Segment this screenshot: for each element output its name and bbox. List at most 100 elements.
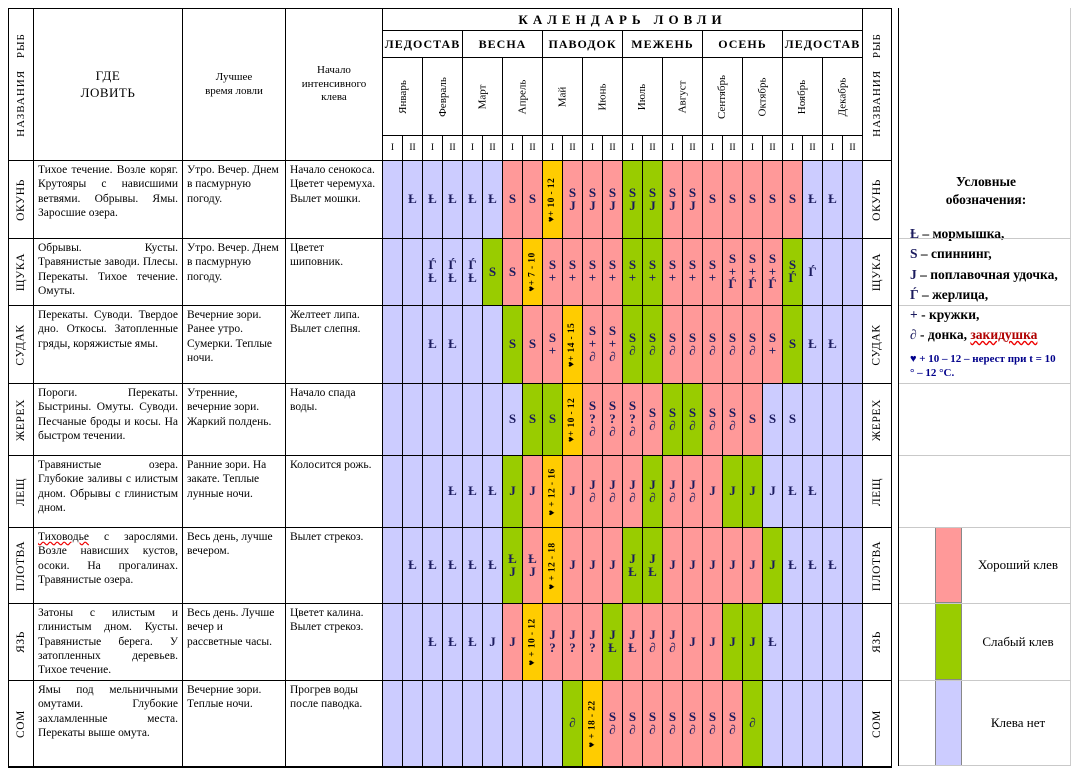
- half-4: II: [443, 136, 463, 161]
- tackle-symbol: Ѓ: [748, 276, 757, 292]
- calendar-cell: J: [663, 528, 683, 604]
- tackle-symbols: Ƚ: [448, 558, 457, 572]
- where-cell-text: Пороги. Перекаты. Быстрины. Омуты. Сувод…: [38, 387, 178, 442]
- season-5: ОСЕНЬ: [703, 31, 783, 58]
- calendar-cell: [803, 681, 823, 767]
- calendar-cell: [423, 681, 443, 767]
- fish-name-right: СУДАК: [863, 306, 891, 384]
- tackle-symbol: Ƚ: [628, 563, 637, 579]
- calendar-cell: Ƚ: [463, 161, 483, 239]
- tackle-symbol: S: [688, 184, 697, 200]
- calendar-cell: S ∂: [743, 306, 763, 384]
- calendar-cell: J ∂: [643, 604, 663, 681]
- tackle-symbol: J: [729, 557, 736, 573]
- tackle-symbols: S + ∂: [609, 325, 616, 363]
- calendar-cell: S + ∂: [603, 306, 623, 384]
- half-label: I: [550, 143, 555, 153]
- calendar-cell: S ∂: [643, 384, 663, 456]
- half-label: II: [409, 143, 416, 153]
- tackle-symbol: S: [668, 257, 677, 273]
- tackle-symbol: J: [649, 197, 656, 213]
- tackle-symbol: J: [629, 476, 636, 492]
- half-label: II: [769, 143, 776, 153]
- calendar-cell: [383, 456, 403, 528]
- legend-row-rule: [899, 305, 1071, 306]
- tackle-symbols: J: [749, 558, 756, 572]
- tackle-symbols: Ѓ: [808, 265, 816, 279]
- tackle-symbols: S ∂: [749, 331, 756, 357]
- tackle-symbol: S: [528, 336, 537, 352]
- legend-item: Ƚ – мормышка,: [910, 226, 1005, 242]
- fish-name-right: ЯЗЬ: [863, 604, 891, 681]
- tackle-symbols: S +: [609, 258, 616, 284]
- tackle-symbol: S: [768, 329, 777, 345]
- where-cell: Перекаты. Суводи. Твердое дно. Откосы. З…: [34, 306, 183, 384]
- calendar-cell: J?: [543, 604, 563, 681]
- calendar-cell: Ƚ: [803, 161, 823, 239]
- calendar-cell: S: [503, 239, 523, 306]
- calendar-cell: S +: [583, 239, 603, 306]
- calendar-cell: S + ∂: [583, 306, 603, 384]
- tackle-symbol: S: [708, 329, 717, 345]
- calendar-cell: S +: [643, 239, 663, 306]
- tackle-symbol: ?: [589, 640, 596, 655]
- tackle-symbols: J ∂: [589, 478, 596, 504]
- tackle-symbol: Ƚ: [488, 483, 497, 499]
- calendar-cell: [423, 456, 443, 528]
- tackle-symbol: J: [489, 633, 496, 649]
- tackle-symbols: J: [769, 484, 776, 498]
- tackle-symbols: Ƚ: [428, 337, 437, 351]
- tackle-symbol: ∂: [689, 417, 696, 433]
- tackle-symbols: J?: [589, 628, 596, 655]
- legend-row-rule: [899, 765, 1071, 766]
- calendar-cell: S +: [703, 239, 723, 306]
- calendar-cell: S +: [763, 306, 783, 384]
- start-cell: Вылет стрекоз.: [286, 528, 383, 604]
- legend-item: Ѓ – жерлица,: [910, 286, 989, 302]
- calendar-cell: J: [563, 456, 583, 528]
- legend-row-rule: [899, 455, 1071, 456]
- tackle-symbol: ∂: [649, 417, 656, 433]
- tackle-symbol: Ƚ: [468, 557, 477, 573]
- tackle-symbol: S: [588, 257, 597, 273]
- tackle-symbols: Ƚ: [808, 484, 817, 498]
- calendar-cell: Ƚ: [483, 528, 503, 604]
- tackle-symbol: ∂: [609, 348, 616, 364]
- tackle-symbols: S +: [768, 329, 777, 357]
- where-cell: Тиховодье с зарослями. Возле нависших ку…: [34, 528, 183, 604]
- calendar-cell: Ƚ: [423, 604, 443, 681]
- tackle-symbol: J: [529, 563, 536, 579]
- tackle-symbol: S: [528, 411, 537, 427]
- month-9: Сентябрь: [703, 58, 743, 136]
- tackle-symbols: J ∂: [689, 478, 696, 504]
- fish-name-left: СОМ: [9, 681, 34, 767]
- time-cell-text: Вечерние зори. Теплые ночи.: [187, 684, 262, 711]
- calendar-cell: Ƚ: [823, 161, 843, 239]
- calendar-cell: S ∂: [723, 681, 743, 767]
- tackle-symbols: J: [529, 484, 536, 498]
- legend-item-symbol: +: [910, 307, 922, 323]
- month-label: Март: [476, 84, 489, 109]
- calendar-cell: [463, 306, 483, 384]
- half-label: I: [670, 143, 675, 153]
- half-23: I: [823, 136, 843, 161]
- legend-item: + - кружки,: [910, 307, 980, 323]
- fish-name-label: ЖЕРЕХ: [871, 398, 883, 441]
- legend-item: J – поплавочная удочка,: [910, 266, 1058, 282]
- tackle-symbol: Ƚ: [768, 633, 777, 649]
- start-cell-text: Вылет стрекоз.: [290, 531, 364, 543]
- tackle-symbol: J: [509, 483, 516, 499]
- fish-names-header-left-label: НАЗВАНИЯ РЫБ: [15, 32, 27, 137]
- start-cell-text: Начало сенокоса. Цветет черемуха. Вылет …: [290, 164, 376, 205]
- month-label: Ноябрь: [796, 79, 809, 114]
- tackle-symbol: S: [728, 404, 737, 420]
- tackle-symbol: ∂: [669, 489, 676, 505]
- calendar-cell: J: [583, 528, 603, 604]
- where-cell: Тихое течение. Возле коряг. Крутояры с н…: [34, 161, 183, 239]
- calendar-cell: S: [543, 384, 563, 456]
- tackle-symbols: Ƚ: [828, 192, 837, 206]
